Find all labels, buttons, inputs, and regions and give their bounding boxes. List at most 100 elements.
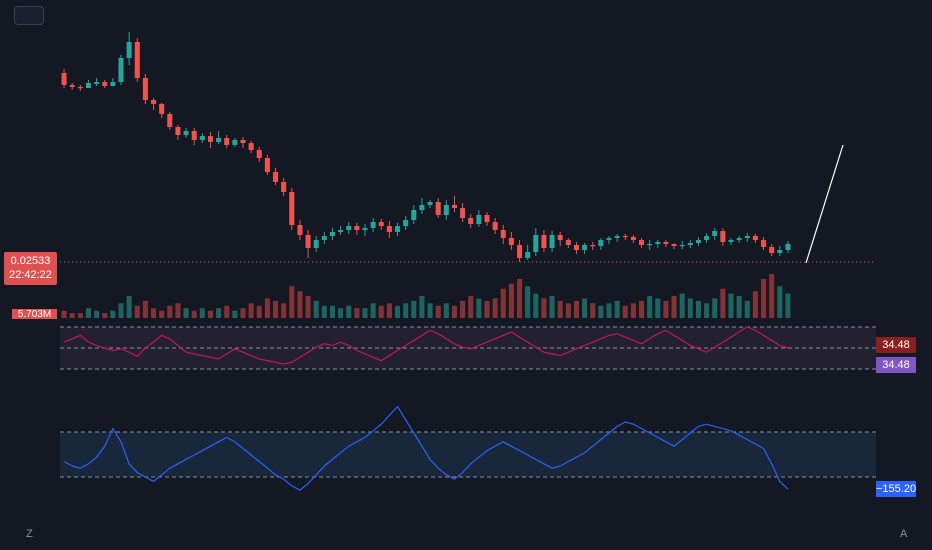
candle-body (305, 235, 311, 248)
volume-bar (590, 303, 596, 318)
volume-bar (216, 308, 222, 318)
candle-body (273, 172, 279, 182)
candle-body (297, 225, 303, 235)
volume-bar (460, 300, 466, 318)
candle-body (565, 240, 571, 245)
volume-bar (541, 298, 547, 318)
volume-bar (281, 303, 287, 318)
volume-bar (110, 310, 116, 318)
volume-bar (264, 298, 270, 318)
candle-body (403, 220, 409, 226)
volume-bar (533, 293, 539, 318)
volume-bar (256, 305, 262, 318)
candle-body (695, 240, 701, 243)
candle-body (508, 238, 514, 245)
volume-bar (695, 300, 701, 318)
candle-body (264, 158, 270, 172)
volume-bar (606, 303, 612, 318)
volume-bar (102, 313, 108, 318)
candle-body (126, 42, 132, 58)
volume-bar (573, 300, 579, 318)
cci-value-label: −155.20 (876, 481, 917, 497)
volume-bar (403, 303, 409, 318)
candle-body (118, 58, 124, 82)
candle-body (232, 140, 238, 145)
volume-bar (85, 308, 91, 318)
candle-body (77, 87, 83, 89)
volume-bar (508, 283, 514, 318)
candle-body (85, 83, 91, 88)
volume-bar (582, 298, 588, 318)
candle-body (110, 82, 116, 86)
volume-bar (663, 300, 669, 318)
volume-bar (134, 305, 140, 318)
candle-body (460, 208, 466, 218)
volume-bar (362, 308, 368, 318)
toolbar-toggle-button[interactable] (14, 6, 44, 25)
volume-bar (354, 308, 360, 318)
rsi-value-label-bottom: 34.48 (876, 357, 916, 373)
candle-body (525, 252, 531, 258)
corner-label-right[interactable]: A (900, 528, 908, 540)
cci-band (60, 432, 876, 477)
volume-bar (142, 300, 148, 318)
candle-body (622, 236, 628, 238)
volume-bar (720, 288, 726, 318)
candle-body (102, 82, 108, 86)
volume-bar (248, 303, 254, 318)
candle-body (590, 245, 596, 247)
volume-bar (565, 303, 571, 318)
candle-body (663, 242, 669, 244)
volume-bar (687, 298, 693, 318)
volume-bar (370, 303, 376, 318)
candle-body (517, 245, 523, 258)
candle-body (484, 215, 490, 222)
candle-body (533, 235, 539, 252)
last-price-value: 0.02533 (10, 255, 51, 267)
volume-bar (525, 286, 531, 318)
candle-body (582, 245, 588, 250)
volume-bar (443, 303, 449, 318)
candle-body (207, 136, 213, 142)
volume-bar (395, 305, 401, 318)
candle-body (549, 235, 555, 248)
volume-bar (313, 300, 319, 318)
candle-body (167, 114, 173, 127)
candle-body (329, 232, 335, 236)
volume-bar (517, 278, 523, 318)
candle-body (736, 238, 742, 240)
candle-body (216, 138, 222, 142)
candle-body (151, 100, 157, 104)
candle-body (704, 236, 710, 240)
volume-bar (159, 310, 165, 318)
corner-label-left[interactable]: Z (26, 528, 33, 540)
volume-bar (704, 303, 710, 318)
candle-body (346, 226, 352, 230)
candle-body (761, 240, 767, 247)
cci-line (63, 405, 789, 491)
volume-bar (761, 278, 767, 318)
volume-bar (61, 310, 67, 318)
volume-bar (639, 300, 645, 318)
volume-bar (224, 305, 230, 318)
candle-body (573, 245, 579, 250)
volume-bar (207, 310, 213, 318)
candle-body (728, 240, 734, 242)
candle-body (69, 85, 75, 87)
bar-countdown: 22:42:22 (9, 269, 52, 281)
volume-bar (232, 310, 238, 318)
candle-body (671, 244, 677, 246)
candle-body (687, 243, 693, 245)
volume-bar (435, 305, 441, 318)
candle-body (248, 143, 254, 150)
candle-body (395, 226, 401, 232)
candle-body (435, 202, 441, 215)
candle-body (240, 140, 246, 143)
volume-bar (305, 296, 311, 318)
volume-bar (679, 293, 685, 318)
trend-line-drawing (805, 144, 844, 264)
volume-bar (549, 296, 555, 318)
candle-body (427, 202, 433, 205)
rsi-line (63, 326, 789, 365)
